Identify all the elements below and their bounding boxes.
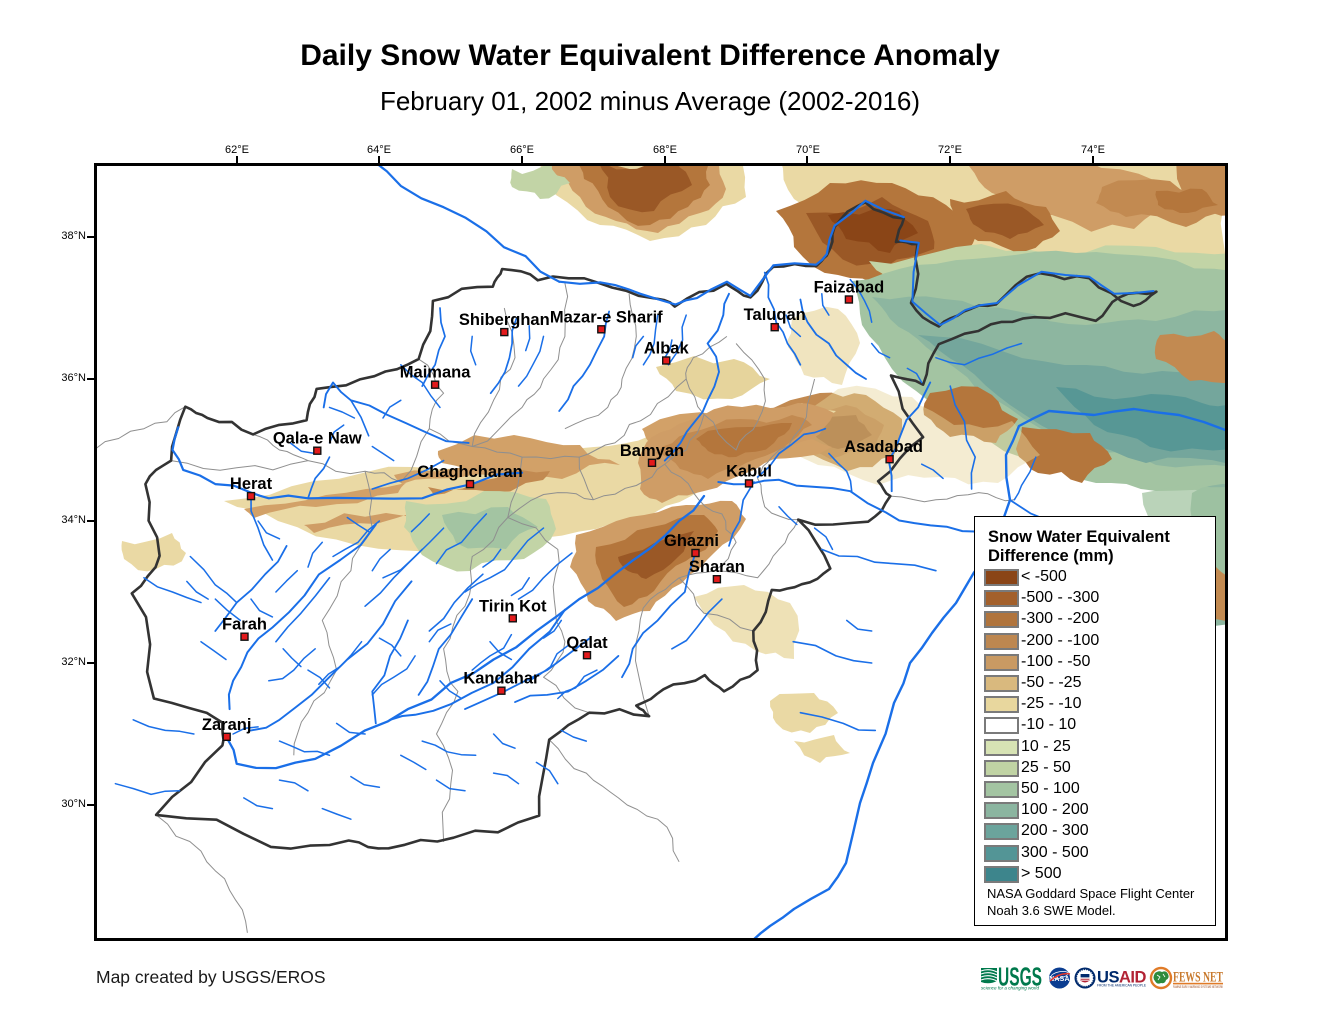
svg-text:Faizabad: Faizabad	[814, 279, 885, 297]
svg-text:Herat: Herat	[230, 475, 273, 493]
svg-text:FROM THE AMERICAN PEOPLE: FROM THE AMERICAN PEOPLE	[1097, 984, 1147, 988]
svg-text:Sharan: Sharan	[689, 558, 745, 576]
svg-text:Chaghcharan: Chaghcharan	[417, 463, 522, 481]
svg-text:Bamyan: Bamyan	[620, 442, 684, 460]
svg-text:Taluqan: Taluqan	[744, 306, 806, 324]
svg-text:USAID: USAID	[1097, 968, 1146, 987]
svg-text:science for a changing world: science for a changing world	[981, 986, 1040, 991]
svg-text:Kandahar: Kandahar	[463, 670, 540, 688]
svg-text:Asadabad: Asadabad	[844, 438, 923, 456]
svg-text:Qala-e Naw: Qala-e Naw	[273, 430, 362, 448]
svg-text:Mazar-e Sharif: Mazar-e Sharif	[550, 308, 663, 326]
svg-text:Maimana: Maimana	[400, 364, 471, 382]
svg-text:FEWS NET: FEWS NET	[1173, 970, 1223, 986]
svg-text:Kabul: Kabul	[726, 462, 772, 480]
svg-text:Qalat: Qalat	[566, 634, 608, 652]
svg-text:Farah: Farah	[222, 616, 267, 634]
svg-text:USGS: USGS	[998, 964, 1042, 992]
svg-text:NASA: NASA	[1049, 976, 1070, 983]
svg-text:FAMINE EARLY WARNING SYSTEMS N: FAMINE EARLY WARNING SYSTEMS NETWORK	[1173, 985, 1224, 989]
svg-text:Albak: Albak	[644, 340, 690, 358]
svg-text:Ghazni: Ghazni	[664, 532, 719, 550]
svg-text:Shiberghan: Shiberghan	[459, 311, 550, 329]
svg-text:Zaranj: Zaranj	[202, 716, 252, 734]
svg-text:Tirin Kot: Tirin Kot	[479, 597, 547, 615]
